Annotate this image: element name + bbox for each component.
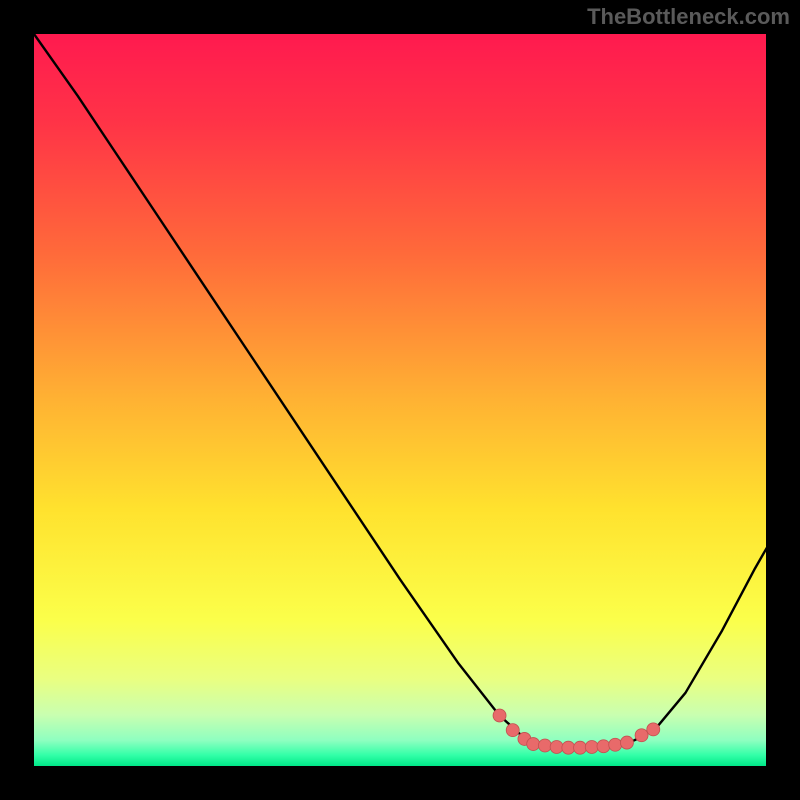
- marker-point: [527, 738, 540, 751]
- plot-area: [34, 34, 766, 766]
- marker-point: [562, 741, 575, 754]
- chart-container: TheBottleneck.com: [0, 0, 800, 800]
- marker-point: [620, 736, 633, 749]
- chart-svg: [34, 34, 766, 766]
- marker-point: [609, 738, 622, 751]
- marker-point: [574, 741, 587, 754]
- marker-point: [506, 724, 519, 737]
- gradient-background: [34, 34, 766, 766]
- marker-point: [647, 723, 660, 736]
- marker-point: [585, 740, 598, 753]
- marker-point: [597, 740, 610, 753]
- watermark-text: TheBottleneck.com: [587, 4, 790, 30]
- marker-point: [635, 729, 648, 742]
- marker-point: [538, 739, 551, 752]
- marker-point: [493, 709, 506, 722]
- marker-point: [550, 740, 563, 753]
